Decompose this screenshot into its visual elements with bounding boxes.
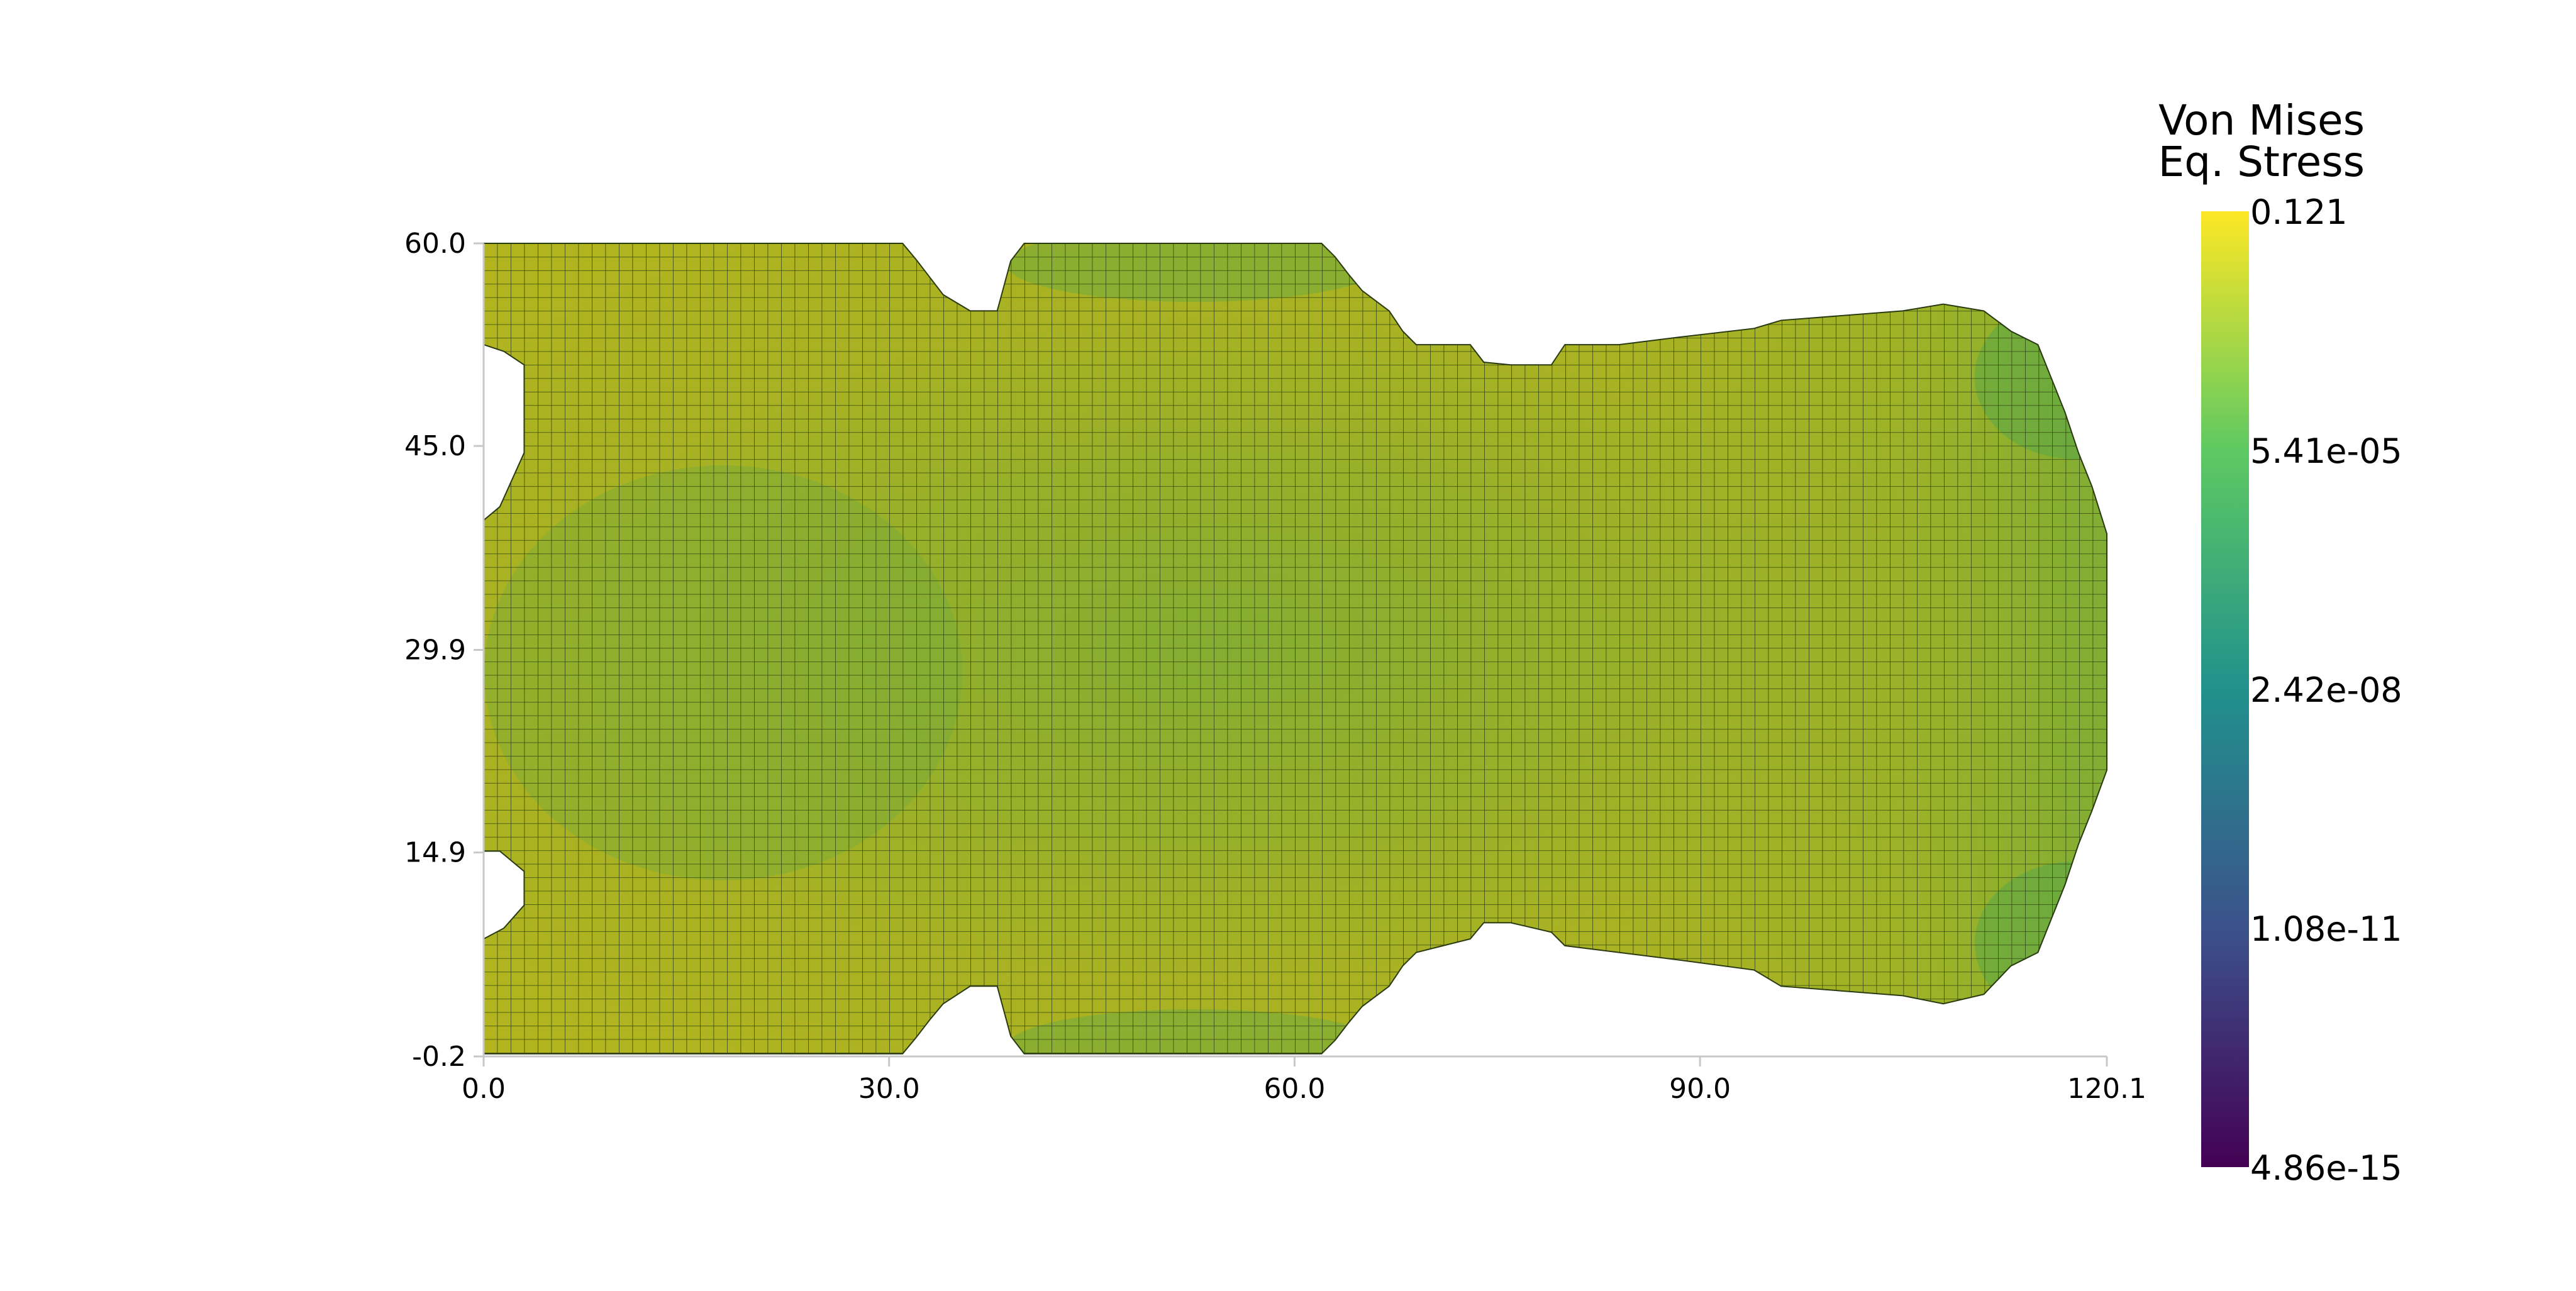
axes: 0.0 30.0 60.0 90.0 120.1 60.0 45.0 29.9 14.9 -0.…: [404, 228, 2146, 1105]
colorbar-label: 0.121: [2250, 192, 2348, 232]
y-tick-label: 29.9: [404, 634, 466, 667]
y-ticks: 60.0 45.0 29.9 14.9 -0.2: [404, 228, 484, 1073]
colorbar-label: 5.41e-05: [2250, 431, 2402, 471]
colorbar: Von Mises Eq. Stress 0.121 5.41e-05 2.42e-…: [2158, 96, 2402, 1188]
colorbar-title-line-2: Eq. Stress: [2158, 138, 2365, 186]
mesh-outline: [483, 243, 2107, 1055]
y-tick-label: 14.9: [404, 837, 466, 869]
x-tick-label: 90.0: [1669, 1073, 1731, 1105]
x-ticks: 0.0 30.0 60.0 90.0 120.1: [462, 1056, 2146, 1105]
colorbar-labels: 0.121 5.41e-05 2.42e-08 1.08e-11 4.86e-15: [2250, 192, 2402, 1188]
x-tick-label: 60.0: [1263, 1073, 1325, 1105]
colorbar-label: 2.42e-08: [2250, 670, 2402, 710]
colorbar-label: 4.86e-15: [2250, 1148, 2402, 1188]
colorbar-gradient: [2201, 211, 2249, 1167]
y-tick-label: -0.2: [412, 1041, 466, 1073]
mesh-region: [483, 243, 2107, 1055]
x-tick-label: 120.1: [2067, 1073, 2146, 1105]
x-tick-label: 0.0: [462, 1073, 506, 1105]
x-tick-label: 30.0: [858, 1073, 920, 1105]
mesh-grid-lines: [484, 243, 2107, 1054]
colorbar-label: 1.08e-11: [2250, 909, 2402, 949]
colorbar-title-line-1: Von Mises: [2158, 96, 2365, 145]
y-tick-label: 60.0: [404, 228, 466, 260]
y-tick-label: 45.0: [404, 430, 466, 462]
